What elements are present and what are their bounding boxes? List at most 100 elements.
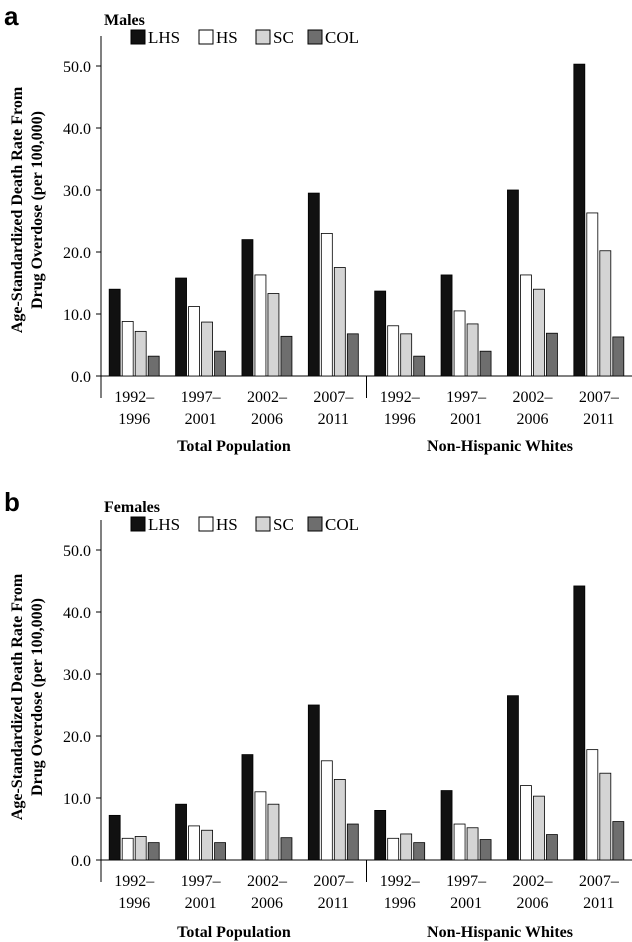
y-tick-label: 40.0 xyxy=(63,605,91,622)
y-axis-label-line1: Age-Standardized Death Rate From xyxy=(9,86,26,333)
bar-lhs xyxy=(573,585,586,861)
bar-sc xyxy=(466,323,479,377)
y-tick-label: 20.0 xyxy=(63,245,91,262)
bar-lhs xyxy=(507,695,519,861)
x-category-label: 2002– xyxy=(512,873,553,890)
bar-hs xyxy=(121,837,134,861)
bar-hs xyxy=(188,825,200,861)
y-tick-label: 10.0 xyxy=(63,307,91,324)
x-category-label: 2001 xyxy=(185,411,217,428)
bar-hs xyxy=(320,760,333,861)
bar-lhs xyxy=(175,803,187,861)
y-tick-label: 0.0 xyxy=(71,369,91,386)
group-label-non-hispanic-whites: Non-Hispanic Whites xyxy=(427,924,573,941)
bar-hs xyxy=(254,791,267,861)
bar-col xyxy=(346,823,359,861)
legend-swatch-col xyxy=(307,29,323,45)
bar-col xyxy=(280,837,293,861)
bar-col xyxy=(479,839,492,861)
legend-swatch-hs xyxy=(198,29,214,45)
x-category-label: 2001 xyxy=(185,895,217,912)
x-category-label: 1992– xyxy=(380,873,421,890)
bar-hs xyxy=(320,232,333,377)
legend-label-lhs: LHS xyxy=(148,28,180,47)
group-label-total-population: Total Population xyxy=(177,924,291,941)
bar-hs xyxy=(453,823,466,861)
legend-label-col: COL xyxy=(325,515,359,534)
legend-swatch-lhs xyxy=(130,516,146,532)
bar-sc xyxy=(201,321,213,377)
y-tick-label: 40.0 xyxy=(63,121,91,138)
panel-title: Females xyxy=(104,499,160,516)
bar-col xyxy=(612,336,625,377)
bar-col xyxy=(546,332,558,377)
y-tick-label: 50.0 xyxy=(63,543,91,560)
legend-label-col: COL xyxy=(325,28,359,47)
x-category-label: 2011 xyxy=(583,895,614,912)
bar-hs xyxy=(387,837,400,861)
x-category-label: 1997– xyxy=(181,389,222,406)
y-axis-label-line2: Drug Overdose (per 100,000) xyxy=(29,111,46,309)
bar-sc xyxy=(599,250,612,377)
bar-sc xyxy=(533,288,545,377)
group-label-total-population: Total Population xyxy=(177,438,291,455)
bar-sc xyxy=(333,779,346,861)
x-category-label: 1997– xyxy=(446,873,487,890)
legend-swatch-col xyxy=(307,516,323,532)
x-category-label: 2007– xyxy=(313,389,354,406)
bar-sc xyxy=(134,836,147,861)
x-category-label: 2006 xyxy=(251,411,283,428)
bar-lhs xyxy=(175,277,187,377)
bar-lhs xyxy=(374,290,387,377)
bar-sc xyxy=(466,827,479,861)
bar-lhs xyxy=(241,239,254,377)
bar-sc xyxy=(134,330,147,377)
bar-col xyxy=(147,842,160,861)
bar-col xyxy=(413,842,426,861)
bar-col xyxy=(280,335,293,377)
bar-lhs xyxy=(241,754,254,861)
x-category-label: 2006 xyxy=(516,895,548,912)
x-category-label: 2002– xyxy=(512,389,553,406)
x-category-label: 2006 xyxy=(516,411,548,428)
bar-hs xyxy=(586,749,599,861)
chart-panel-males: a Males Age-Standardized Death Rate From… xyxy=(4,1,632,455)
bar-col xyxy=(612,821,625,861)
bar-sc xyxy=(533,795,545,861)
group-label-non-hispanic-whites: Non-Hispanic Whites xyxy=(427,438,573,455)
x-category-label: 1996 xyxy=(384,895,416,912)
y-tick-label: 0.0 xyxy=(71,853,91,870)
bar-lhs xyxy=(440,790,453,861)
bar-sc xyxy=(267,803,280,861)
x-category-label: 2011 xyxy=(318,411,349,428)
x-category-label: 2007– xyxy=(579,873,620,890)
legend-label-hs: HS xyxy=(216,28,238,47)
x-category-label: 1996 xyxy=(118,411,150,428)
legend-label-hs: HS xyxy=(216,515,238,534)
bar-hs xyxy=(520,274,532,377)
bar-lhs xyxy=(307,192,320,377)
bar-sc xyxy=(400,333,413,377)
bar-sc xyxy=(400,833,413,861)
panel-letter: a xyxy=(4,1,19,31)
y-tick-label: 50.0 xyxy=(63,59,91,76)
bar-hs xyxy=(387,325,400,377)
x-category-label: 2006 xyxy=(251,895,283,912)
legend-label-sc: SC xyxy=(273,515,294,534)
bar-col xyxy=(413,355,426,377)
legend-label-sc: SC xyxy=(273,28,294,47)
y-tick-label: 20.0 xyxy=(63,729,91,746)
bar-lhs xyxy=(374,810,387,861)
panel-title: Males xyxy=(104,12,145,29)
bar-lhs xyxy=(108,288,121,377)
legend-label-lhs: LHS xyxy=(148,515,180,534)
bar-lhs xyxy=(573,63,586,377)
x-category-label: 1996 xyxy=(118,895,150,912)
bar-lhs xyxy=(440,274,453,377)
x-category-label: 1997– xyxy=(181,873,222,890)
bar-hs xyxy=(586,212,599,377)
bar-sc xyxy=(599,772,612,861)
bar-sc xyxy=(333,267,346,377)
x-category-label: 1992– xyxy=(380,389,421,406)
